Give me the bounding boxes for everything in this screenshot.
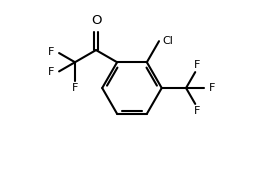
- Text: F: F: [194, 106, 200, 116]
- Text: F: F: [47, 47, 54, 57]
- Text: Cl: Cl: [162, 36, 173, 46]
- Text: F: F: [47, 67, 54, 77]
- Text: F: F: [72, 83, 78, 93]
- Text: O: O: [91, 14, 101, 27]
- Text: F: F: [194, 60, 200, 70]
- Text: F: F: [209, 83, 216, 93]
